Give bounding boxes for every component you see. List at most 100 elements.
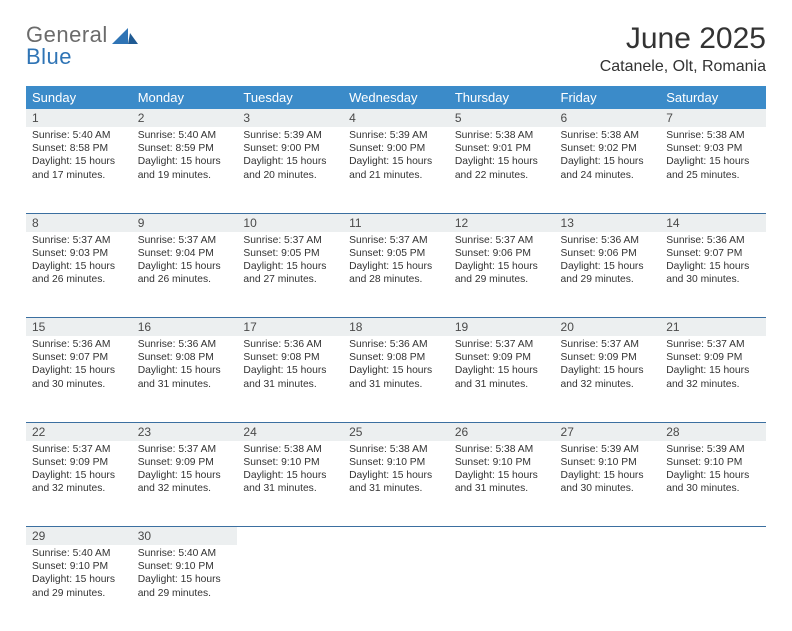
day-body-row: Sunrise: 5:36 AMSunset: 9:07 PMDaylight:… bbox=[26, 336, 766, 422]
day-cell: Sunrise: 5:36 AMSunset: 9:06 PMDaylight:… bbox=[555, 232, 661, 318]
day-number: 9 bbox=[132, 213, 238, 232]
day-body-row: Sunrise: 5:37 AMSunset: 9:03 PMDaylight:… bbox=[26, 232, 766, 318]
sunset-line: Sunset: 9:08 PM bbox=[138, 351, 232, 364]
sunset-line: Sunset: 9:10 PM bbox=[561, 456, 655, 469]
sunrise-line: Sunrise: 5:37 AM bbox=[561, 338, 655, 351]
daylight-line: Daylight: 15 hours and 31 minutes. bbox=[243, 364, 337, 390]
day-number bbox=[237, 527, 343, 546]
day-cell: Sunrise: 5:37 AMSunset: 9:05 PMDaylight:… bbox=[237, 232, 343, 318]
day-number: 7 bbox=[660, 109, 766, 127]
sunset-line: Sunset: 9:06 PM bbox=[455, 247, 549, 260]
day-number: 1 bbox=[26, 109, 132, 127]
day-number: 25 bbox=[343, 422, 449, 441]
sunrise-line: Sunrise: 5:36 AM bbox=[138, 338, 232, 351]
weekday-header: Friday bbox=[555, 86, 661, 109]
sunrise-line: Sunrise: 5:39 AM bbox=[349, 129, 443, 142]
day-cell: Sunrise: 5:40 AMSunset: 8:59 PMDaylight:… bbox=[132, 127, 238, 213]
day-number: 16 bbox=[132, 318, 238, 337]
day-cell: Sunrise: 5:37 AMSunset: 9:09 PMDaylight:… bbox=[132, 441, 238, 527]
sunset-line: Sunset: 9:10 PM bbox=[243, 456, 337, 469]
day-number: 24 bbox=[237, 422, 343, 441]
day-number: 15 bbox=[26, 318, 132, 337]
sunrise-line: Sunrise: 5:37 AM bbox=[138, 443, 232, 456]
daylight-line: Daylight: 15 hours and 30 minutes. bbox=[32, 364, 126, 390]
sunrise-line: Sunrise: 5:38 AM bbox=[455, 443, 549, 456]
day-number: 8 bbox=[26, 213, 132, 232]
day-cell: Sunrise: 5:39 AMSunset: 9:00 PMDaylight:… bbox=[237, 127, 343, 213]
daylight-line: Daylight: 15 hours and 32 minutes. bbox=[666, 364, 760, 390]
day-number: 17 bbox=[237, 318, 343, 337]
calendar-table: SundayMondayTuesdayWednesdayThursdayFrid… bbox=[26, 86, 766, 631]
sunrise-line: Sunrise: 5:36 AM bbox=[561, 234, 655, 247]
sunrise-line: Sunrise: 5:39 AM bbox=[666, 443, 760, 456]
day-cell: Sunrise: 5:36 AMSunset: 9:08 PMDaylight:… bbox=[237, 336, 343, 422]
day-cell bbox=[660, 545, 766, 631]
sunrise-line: Sunrise: 5:37 AM bbox=[349, 234, 443, 247]
sunrise-line: Sunrise: 5:37 AM bbox=[32, 443, 126, 456]
day-cell: Sunrise: 5:38 AMSunset: 9:01 PMDaylight:… bbox=[449, 127, 555, 213]
sunset-line: Sunset: 9:09 PM bbox=[138, 456, 232, 469]
sunset-line: Sunset: 9:09 PM bbox=[455, 351, 549, 364]
sunset-line: Sunset: 9:09 PM bbox=[32, 456, 126, 469]
weekday-header: Wednesday bbox=[343, 86, 449, 109]
day-number: 20 bbox=[555, 318, 661, 337]
sunset-line: Sunset: 9:03 PM bbox=[666, 142, 760, 155]
sunrise-line: Sunrise: 5:40 AM bbox=[32, 547, 126, 560]
day-number: 2 bbox=[132, 109, 238, 127]
sunrise-line: Sunrise: 5:37 AM bbox=[243, 234, 337, 247]
sunrise-line: Sunrise: 5:37 AM bbox=[666, 338, 760, 351]
sunrise-line: Sunrise: 5:38 AM bbox=[666, 129, 760, 142]
day-body-row: Sunrise: 5:37 AMSunset: 9:09 PMDaylight:… bbox=[26, 441, 766, 527]
sunrise-line: Sunrise: 5:36 AM bbox=[666, 234, 760, 247]
day-number-row: 891011121314 bbox=[26, 213, 766, 232]
logo-blue: Blue bbox=[26, 44, 108, 70]
daylight-line: Daylight: 15 hours and 25 minutes. bbox=[666, 155, 760, 181]
day-number: 21 bbox=[660, 318, 766, 337]
day-number bbox=[449, 527, 555, 546]
sunset-line: Sunset: 9:10 PM bbox=[138, 560, 232, 573]
daylight-line: Daylight: 15 hours and 19 minutes. bbox=[138, 155, 232, 181]
day-number: 12 bbox=[449, 213, 555, 232]
daylight-line: Daylight: 15 hours and 30 minutes. bbox=[561, 469, 655, 495]
sunrise-line: Sunrise: 5:38 AM bbox=[349, 443, 443, 456]
sunset-line: Sunset: 9:05 PM bbox=[243, 247, 337, 260]
daylight-line: Daylight: 15 hours and 30 minutes. bbox=[666, 469, 760, 495]
day-cell bbox=[555, 545, 661, 631]
weekday-header: Thursday bbox=[449, 86, 555, 109]
day-number: 30 bbox=[132, 527, 238, 546]
day-cell: Sunrise: 5:38 AMSunset: 9:02 PMDaylight:… bbox=[555, 127, 661, 213]
day-body-row: Sunrise: 5:40 AMSunset: 9:10 PMDaylight:… bbox=[26, 545, 766, 631]
sunset-line: Sunset: 9:00 PM bbox=[243, 142, 337, 155]
day-cell: Sunrise: 5:40 AMSunset: 9:10 PMDaylight:… bbox=[132, 545, 238, 631]
day-cell: Sunrise: 5:37 AMSunset: 9:03 PMDaylight:… bbox=[26, 232, 132, 318]
daylight-line: Daylight: 15 hours and 30 minutes. bbox=[666, 260, 760, 286]
day-number bbox=[343, 527, 449, 546]
sunset-line: Sunset: 9:01 PM bbox=[455, 142, 549, 155]
weekday-header-row: SundayMondayTuesdayWednesdayThursdayFrid… bbox=[26, 86, 766, 109]
day-cell: Sunrise: 5:38 AMSunset: 9:10 PMDaylight:… bbox=[449, 441, 555, 527]
day-cell: Sunrise: 5:37 AMSunset: 9:09 PMDaylight:… bbox=[26, 441, 132, 527]
sunset-line: Sunset: 9:04 PM bbox=[138, 247, 232, 260]
weekday-header: Sunday bbox=[26, 86, 132, 109]
day-cell bbox=[449, 545, 555, 631]
daylight-line: Daylight: 15 hours and 28 minutes. bbox=[349, 260, 443, 286]
day-cell: Sunrise: 5:39 AMSunset: 9:10 PMDaylight:… bbox=[660, 441, 766, 527]
day-cell: Sunrise: 5:36 AMSunset: 9:07 PMDaylight:… bbox=[26, 336, 132, 422]
day-number: 18 bbox=[343, 318, 449, 337]
logo-mark-icon bbox=[112, 26, 138, 46]
sunset-line: Sunset: 9:08 PM bbox=[349, 351, 443, 364]
sunrise-line: Sunrise: 5:36 AM bbox=[32, 338, 126, 351]
day-number-row: 2930 bbox=[26, 527, 766, 546]
daylight-line: Daylight: 15 hours and 20 minutes. bbox=[243, 155, 337, 181]
day-cell: Sunrise: 5:37 AMSunset: 9:09 PMDaylight:… bbox=[449, 336, 555, 422]
day-cell: Sunrise: 5:40 AMSunset: 8:58 PMDaylight:… bbox=[26, 127, 132, 213]
daylight-line: Daylight: 15 hours and 31 minutes. bbox=[138, 364, 232, 390]
day-cell: Sunrise: 5:38 AMSunset: 9:03 PMDaylight:… bbox=[660, 127, 766, 213]
sunset-line: Sunset: 9:10 PM bbox=[666, 456, 760, 469]
day-number: 26 bbox=[449, 422, 555, 441]
daylight-line: Daylight: 15 hours and 27 minutes. bbox=[243, 260, 337, 286]
daylight-line: Daylight: 15 hours and 31 minutes. bbox=[349, 469, 443, 495]
sunset-line: Sunset: 9:10 PM bbox=[32, 560, 126, 573]
sunrise-line: Sunrise: 5:39 AM bbox=[243, 129, 337, 142]
page-title: June 2025 bbox=[600, 22, 766, 56]
